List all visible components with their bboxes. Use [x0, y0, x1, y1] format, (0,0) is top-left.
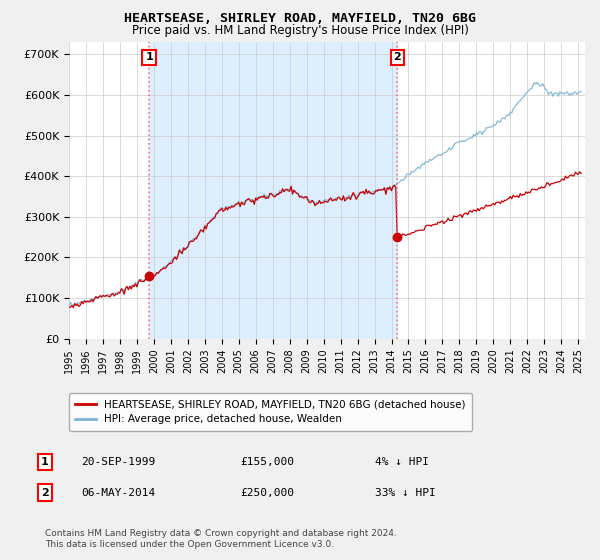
Text: 4% ↓ HPI: 4% ↓ HPI — [375, 457, 429, 467]
Text: 33% ↓ HPI: 33% ↓ HPI — [375, 488, 436, 498]
Text: 1: 1 — [41, 457, 49, 467]
Text: HEARTSEASE, SHIRLEY ROAD, MAYFIELD, TN20 6BG: HEARTSEASE, SHIRLEY ROAD, MAYFIELD, TN20… — [124, 12, 476, 25]
Legend: HEARTSEASE, SHIRLEY ROAD, MAYFIELD, TN20 6BG (detached house), HPI: Average pric: HEARTSEASE, SHIRLEY ROAD, MAYFIELD, TN20… — [69, 393, 472, 431]
Text: 1: 1 — [145, 53, 153, 62]
Bar — [149, 42, 397, 339]
Text: 06-MAY-2014: 06-MAY-2014 — [81, 488, 155, 498]
Text: Price paid vs. HM Land Registry's House Price Index (HPI): Price paid vs. HM Land Registry's House … — [131, 24, 469, 37]
Text: £155,000: £155,000 — [240, 457, 294, 467]
Text: 20-SEP-1999: 20-SEP-1999 — [81, 457, 155, 467]
Text: 2: 2 — [41, 488, 49, 498]
Text: 2: 2 — [394, 53, 401, 62]
Text: Contains HM Land Registry data © Crown copyright and database right 2024.
This d: Contains HM Land Registry data © Crown c… — [45, 529, 397, 549]
Text: £250,000: £250,000 — [240, 488, 294, 498]
